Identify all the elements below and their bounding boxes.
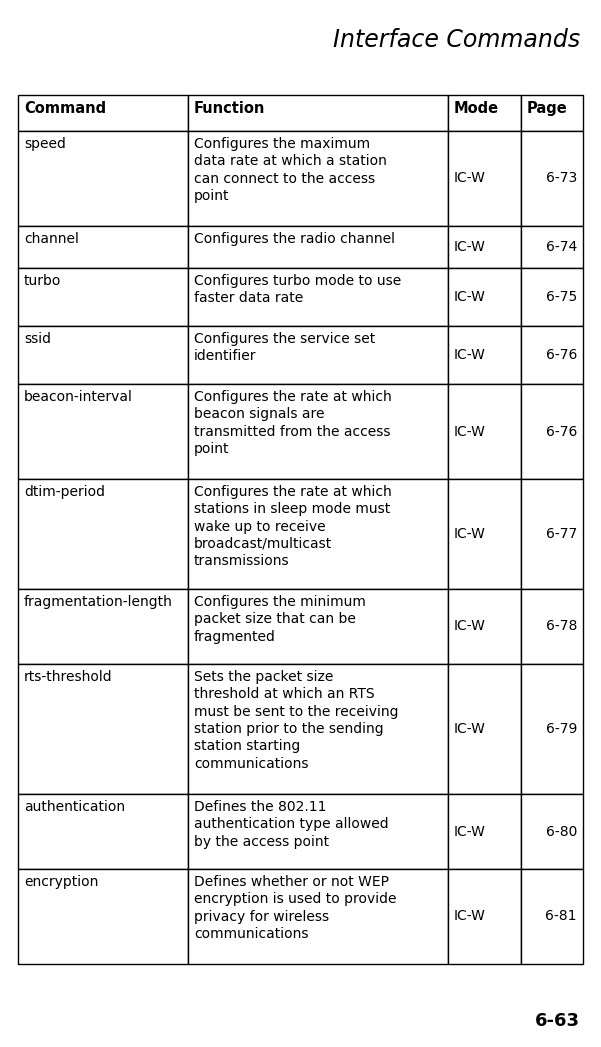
Bar bbox=[188, 226, 448, 268]
Text: Configures the rate at which
beacon signals are
transmitted from the access
poin: Configures the rate at which beacon sign… bbox=[194, 389, 392, 455]
Bar bbox=[448, 226, 521, 268]
Bar bbox=[448, 95, 521, 131]
Bar bbox=[18, 268, 188, 326]
Bar bbox=[188, 478, 448, 589]
Text: 6-81: 6-81 bbox=[546, 910, 577, 923]
Bar bbox=[18, 326, 188, 384]
Bar bbox=[188, 869, 448, 964]
Text: rts-threshold: rts-threshold bbox=[24, 670, 112, 684]
Bar bbox=[18, 478, 188, 589]
Bar bbox=[448, 131, 521, 226]
Bar bbox=[188, 268, 448, 326]
Text: IC-W: IC-W bbox=[454, 527, 486, 541]
Text: IC-W: IC-W bbox=[454, 348, 486, 362]
Text: 6-75: 6-75 bbox=[546, 290, 577, 304]
Text: IC-W: IC-W bbox=[454, 824, 486, 839]
Text: Configures the radio channel: Configures the radio channel bbox=[194, 232, 395, 246]
Text: IC-W: IC-W bbox=[454, 290, 486, 304]
Text: ssid: ssid bbox=[24, 332, 51, 346]
Text: Mode: Mode bbox=[454, 101, 499, 116]
Bar bbox=[188, 384, 448, 478]
Text: 6-78: 6-78 bbox=[546, 620, 577, 633]
Bar bbox=[188, 326, 448, 384]
Text: IC-W: IC-W bbox=[454, 722, 486, 736]
Text: Configures the rate at which
stations in sleep mode must
wake up to receive
broa: Configures the rate at which stations in… bbox=[194, 485, 392, 569]
Text: IC-W: IC-W bbox=[454, 240, 486, 254]
Bar bbox=[521, 478, 583, 589]
Text: Function: Function bbox=[194, 101, 266, 116]
Text: IC-W: IC-W bbox=[454, 620, 486, 633]
Text: IC-W: IC-W bbox=[454, 424, 486, 439]
Text: Configures the maximum
data rate at which a station
can connect to the access
po: Configures the maximum data rate at whic… bbox=[194, 137, 387, 203]
Text: IC-W: IC-W bbox=[454, 910, 486, 923]
Text: authentication: authentication bbox=[24, 800, 125, 814]
Bar bbox=[188, 794, 448, 869]
Bar bbox=[521, 664, 583, 794]
Bar bbox=[18, 794, 188, 869]
Text: beacon-interval: beacon-interval bbox=[24, 389, 133, 404]
Text: channel: channel bbox=[24, 232, 79, 246]
Bar bbox=[18, 869, 188, 964]
Bar bbox=[448, 268, 521, 326]
Text: 6-76: 6-76 bbox=[546, 348, 577, 362]
Bar bbox=[18, 664, 188, 794]
Bar bbox=[448, 869, 521, 964]
Bar bbox=[521, 589, 583, 664]
Bar bbox=[448, 326, 521, 384]
Text: 6-79: 6-79 bbox=[546, 722, 577, 736]
Bar bbox=[521, 131, 583, 226]
Text: Defines whether or not WEP
encryption is used to provide
privacy for wireless
co: Defines whether or not WEP encryption is… bbox=[194, 875, 397, 941]
Text: 6-77: 6-77 bbox=[546, 527, 577, 541]
Bar bbox=[448, 384, 521, 478]
Text: turbo: turbo bbox=[24, 274, 61, 288]
Text: 6-80: 6-80 bbox=[546, 824, 577, 839]
Text: 6-76: 6-76 bbox=[546, 424, 577, 439]
Text: Configures turbo mode to use
faster data rate: Configures turbo mode to use faster data… bbox=[194, 274, 401, 306]
Text: 6-74: 6-74 bbox=[546, 240, 577, 254]
Bar bbox=[188, 95, 448, 131]
Text: dtim-period: dtim-period bbox=[24, 485, 105, 499]
Text: speed: speed bbox=[24, 137, 66, 151]
Text: encryption: encryption bbox=[24, 875, 99, 889]
Text: 6-63: 6-63 bbox=[535, 1012, 580, 1030]
Bar bbox=[521, 794, 583, 869]
Bar bbox=[188, 589, 448, 664]
Bar bbox=[448, 589, 521, 664]
Bar bbox=[521, 384, 583, 478]
Text: 6-73: 6-73 bbox=[546, 172, 577, 185]
Text: Page: Page bbox=[527, 101, 568, 116]
Bar bbox=[18, 226, 188, 268]
Text: Sets the packet size
threshold at which an RTS
must be sent to the receiving
sta: Sets the packet size threshold at which … bbox=[194, 670, 398, 771]
Text: Command: Command bbox=[24, 101, 106, 116]
Bar bbox=[18, 384, 188, 478]
Bar bbox=[188, 664, 448, 794]
Bar bbox=[188, 131, 448, 226]
Bar bbox=[521, 326, 583, 384]
Bar bbox=[521, 226, 583, 268]
Text: fragmentation-length: fragmentation-length bbox=[24, 595, 173, 609]
Bar bbox=[521, 869, 583, 964]
Bar bbox=[448, 794, 521, 869]
Text: Configures the service set
identifier: Configures the service set identifier bbox=[194, 332, 375, 363]
Bar bbox=[521, 95, 583, 131]
Text: IC-W: IC-W bbox=[454, 172, 486, 185]
Bar bbox=[521, 268, 583, 326]
Text: Configures the minimum
packet size that can be
fragmented: Configures the minimum packet size that … bbox=[194, 595, 366, 644]
Text: Interface Commands: Interface Commands bbox=[333, 28, 580, 52]
Text: Defines the 802.11
authentication type allowed
by the access point: Defines the 802.11 authentication type a… bbox=[194, 800, 389, 849]
Bar bbox=[18, 131, 188, 226]
Bar bbox=[448, 664, 521, 794]
Bar bbox=[18, 95, 188, 131]
Bar bbox=[18, 589, 188, 664]
Bar bbox=[448, 478, 521, 589]
